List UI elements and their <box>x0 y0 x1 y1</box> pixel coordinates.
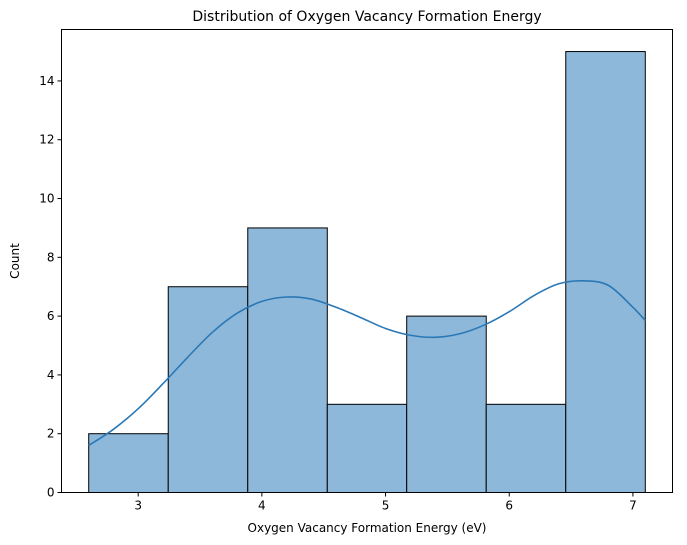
y-axis-label: Count <box>8 243 22 279</box>
bars-group <box>88 51 646 494</box>
y-tick-label: 14 <box>39 74 54 88</box>
y-tick-label: 2 <box>47 427 55 441</box>
y-tick-label: 10 <box>39 192 54 206</box>
x-tick-label: 6 <box>505 499 513 513</box>
y-tick-label: 4 <box>47 368 55 382</box>
histogram-bar-3 <box>247 227 328 494</box>
kde-curve <box>88 279 646 447</box>
x-tick-label: 5 <box>382 499 390 513</box>
histogram-bar-2 <box>167 286 249 493</box>
x-axis-label: Oxygen Vacancy Formation Energy (eV) <box>248 521 487 535</box>
y-tick-label: 0 <box>47 486 55 500</box>
chart-title: Distribution of Oxygen Vacancy Formation… <box>192 9 541 25</box>
y-tick-label: 6 <box>47 309 55 323</box>
histogram-bar-5 <box>406 315 487 493</box>
y-tick-label: 12 <box>39 133 54 147</box>
x-tick-label: 3 <box>134 499 142 513</box>
y-axis: 0 2 4 6 8 10 12 14 <box>39 74 62 500</box>
x-axis: 3 4 5 6 7 <box>134 492 637 513</box>
y-tick-label: 8 <box>47 250 55 264</box>
histogram-bar-7 <box>565 51 646 494</box>
x-tick-label: 4 <box>258 499 266 513</box>
x-tick-label: 7 <box>629 499 637 513</box>
histogram-bar-6 <box>485 403 567 493</box>
histogram-bar-4 <box>326 403 408 493</box>
histogram-bar-1 <box>88 433 169 494</box>
plot-frame <box>61 29 673 493</box>
